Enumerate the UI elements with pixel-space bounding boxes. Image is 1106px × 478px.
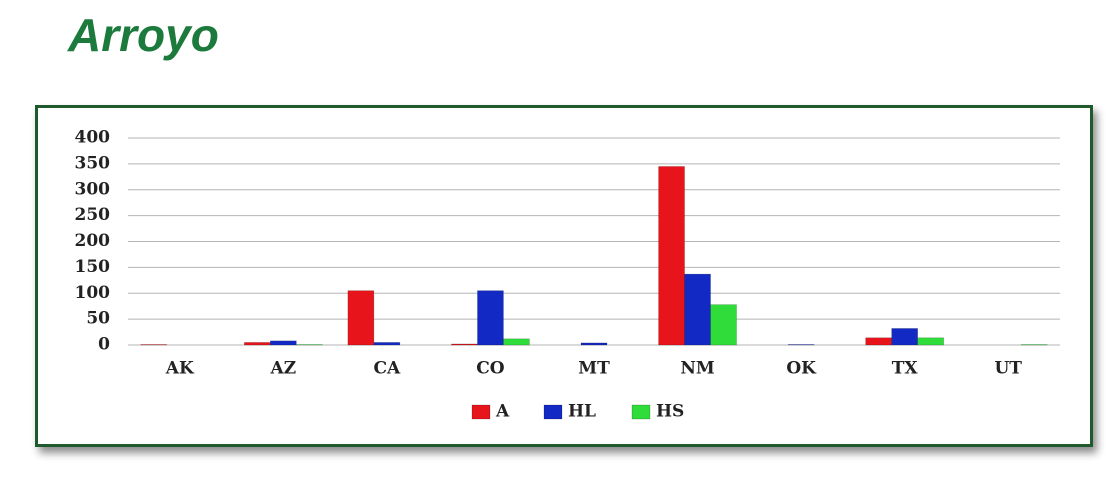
bar <box>451 343 478 346</box>
bar <box>373 342 401 346</box>
y-tick-label: 200 <box>75 231 111 251</box>
legend-swatch <box>471 404 491 420</box>
bar <box>244 342 271 346</box>
bar <box>658 166 685 346</box>
y-tick-label: 0 <box>98 335 110 355</box>
bar <box>891 328 918 346</box>
chart-frame <box>35 105 1093 447</box>
legend-label: A <box>495 402 510 422</box>
bar <box>580 342 608 346</box>
x-tick-label: AZ <box>270 359 297 379</box>
x-tick-label: CO <box>476 359 505 379</box>
y-tick-label: 350 <box>75 153 111 173</box>
x-tick-label: NM <box>680 359 715 379</box>
x-tick-label: CA <box>374 359 402 379</box>
y-tick-label: 50 <box>86 309 110 329</box>
bar <box>1020 344 1048 346</box>
x-tick-label: OK <box>786 359 817 379</box>
x-tick-label: MT <box>578 359 610 379</box>
x-tick-label: TX <box>892 359 919 379</box>
y-tick-label: 400 <box>75 128 111 148</box>
y-tick-label: 300 <box>75 179 111 199</box>
legend-label: HS <box>656 402 684 422</box>
bar <box>787 344 815 346</box>
bar <box>710 304 737 346</box>
y-tick-label: 100 <box>75 283 111 303</box>
y-tick-label: 250 <box>75 205 111 225</box>
x-tick-label: AK <box>165 359 195 379</box>
bar <box>347 290 375 346</box>
bar <box>270 340 297 346</box>
legend-swatch <box>543 404 563 420</box>
bar <box>140 344 168 346</box>
bar <box>684 273 711 346</box>
chart-title: Arroyo <box>68 9 219 61</box>
bar <box>477 290 504 346</box>
y-tick-label: 150 <box>75 257 111 277</box>
bar <box>917 337 944 346</box>
bar <box>503 338 530 346</box>
bar <box>296 344 323 346</box>
legend-swatch <box>631 404 651 420</box>
bar <box>865 337 892 346</box>
x-tick-label: UT <box>994 359 1022 379</box>
legend-label: HL <box>568 402 596 422</box>
